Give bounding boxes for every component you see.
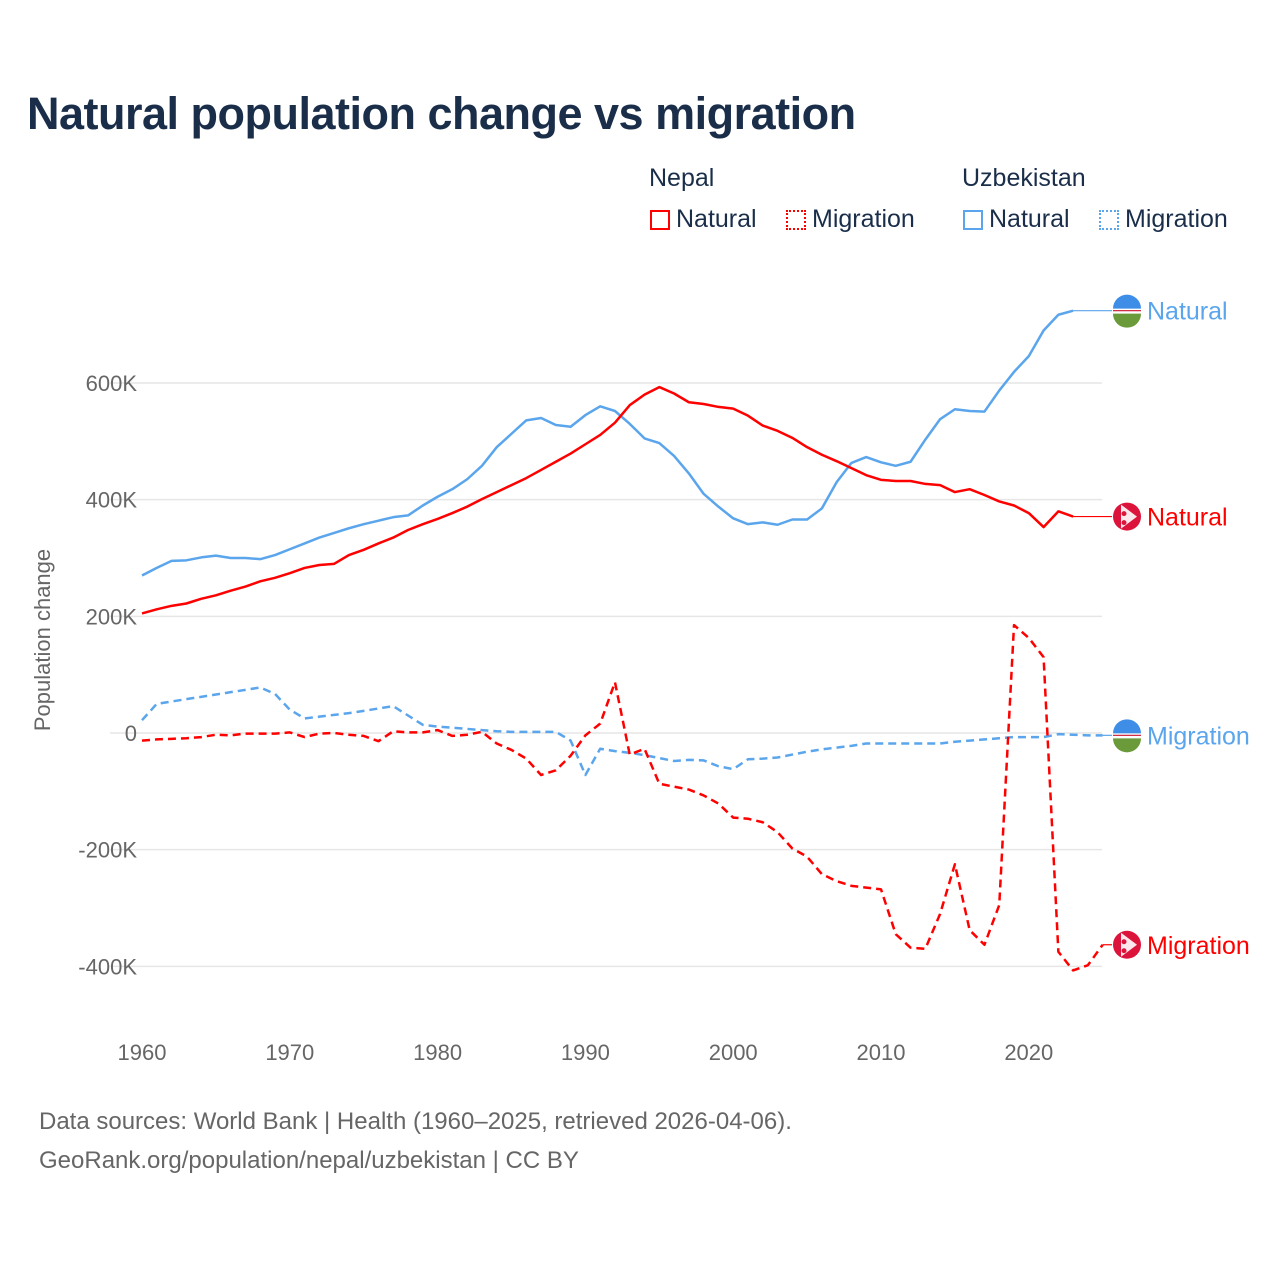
uzbekistan-flag-icon [1113, 294, 1141, 328]
uzbekistan-flag-icon [1113, 719, 1141, 753]
legend-swatch-solid-blue [963, 209, 983, 230]
flag-sun [1121, 520, 1127, 526]
nepal-flag-icon [1113, 502, 1141, 531]
series-end-label: Migration [1147, 932, 1250, 960]
legend-label: Natural [676, 205, 757, 233]
y-tick-label: -200K [78, 838, 137, 863]
legend-swatch-dotted-blue [1099, 209, 1119, 230]
x-tick-label: 1970 [265, 1040, 314, 1065]
flag-green [1113, 738, 1141, 753]
flag-sun [1121, 948, 1127, 954]
x-tick-label: 2020 [1004, 1040, 1053, 1065]
legend-group-nepal: Nepal [649, 164, 715, 192]
y-tick-label: 0 [125, 721, 137, 746]
series-line-uzbekistan-natural [141, 309, 1074, 577]
series-line-nepal-migration [141, 623, 1104, 972]
flag-blue [1113, 719, 1141, 734]
series-line-uzbekistan-migration [141, 686, 1103, 777]
series-line-nepal-natural [141, 385, 1074, 615]
legend-uzbekistan-migration[interactable]: Migration [1099, 205, 1228, 234]
series-end-label: Natural [1147, 504, 1228, 532]
series-end-label: Natural [1147, 298, 1228, 326]
flag-blue [1113, 294, 1141, 309]
url-line[interactable]: GeoRank.org/population/nepal/uzbekistan … [39, 1147, 579, 1174]
flag-moon [1121, 511, 1127, 517]
legend-uzbekistan-natural[interactable]: Natural [963, 205, 1070, 234]
y-axis-label: Population change [30, 549, 55, 731]
y-tick-label: -400K [78, 954, 137, 979]
x-tick-label: 2010 [857, 1040, 906, 1065]
legend-nepal-migration[interactable]: Migration [786, 205, 915, 234]
flag-moon [1121, 939, 1127, 945]
legend-swatch-solid-red [650, 209, 670, 230]
nepal-flag-icon [1113, 930, 1141, 959]
legend-group-uzbekistan: Uzbekistan [962, 164, 1086, 192]
x-tick-label: 1980 [413, 1040, 462, 1065]
flag-green [1113, 313, 1141, 328]
legend-label: Migration [1125, 205, 1228, 233]
legend-nepal-natural[interactable]: Natural [650, 205, 757, 234]
legend-label: Natural [989, 205, 1070, 233]
y-tick-label: 400K [86, 488, 138, 513]
y-tick-label: 600K [86, 371, 138, 396]
x-tick-label: 1990 [561, 1040, 610, 1065]
source-line: Data sources: World Bank | Health (1960–… [39, 1108, 792, 1135]
legend-label: Migration [812, 205, 915, 233]
series-end-label: Migration [1147, 722, 1250, 750]
x-tick-label: 2000 [709, 1040, 758, 1065]
y-tick-label: 200K [86, 604, 138, 629]
legend-swatch-dotted-red [786, 209, 806, 230]
chart-title: Natural population change vs migration [27, 88, 856, 139]
x-tick-label: 1960 [118, 1040, 167, 1065]
